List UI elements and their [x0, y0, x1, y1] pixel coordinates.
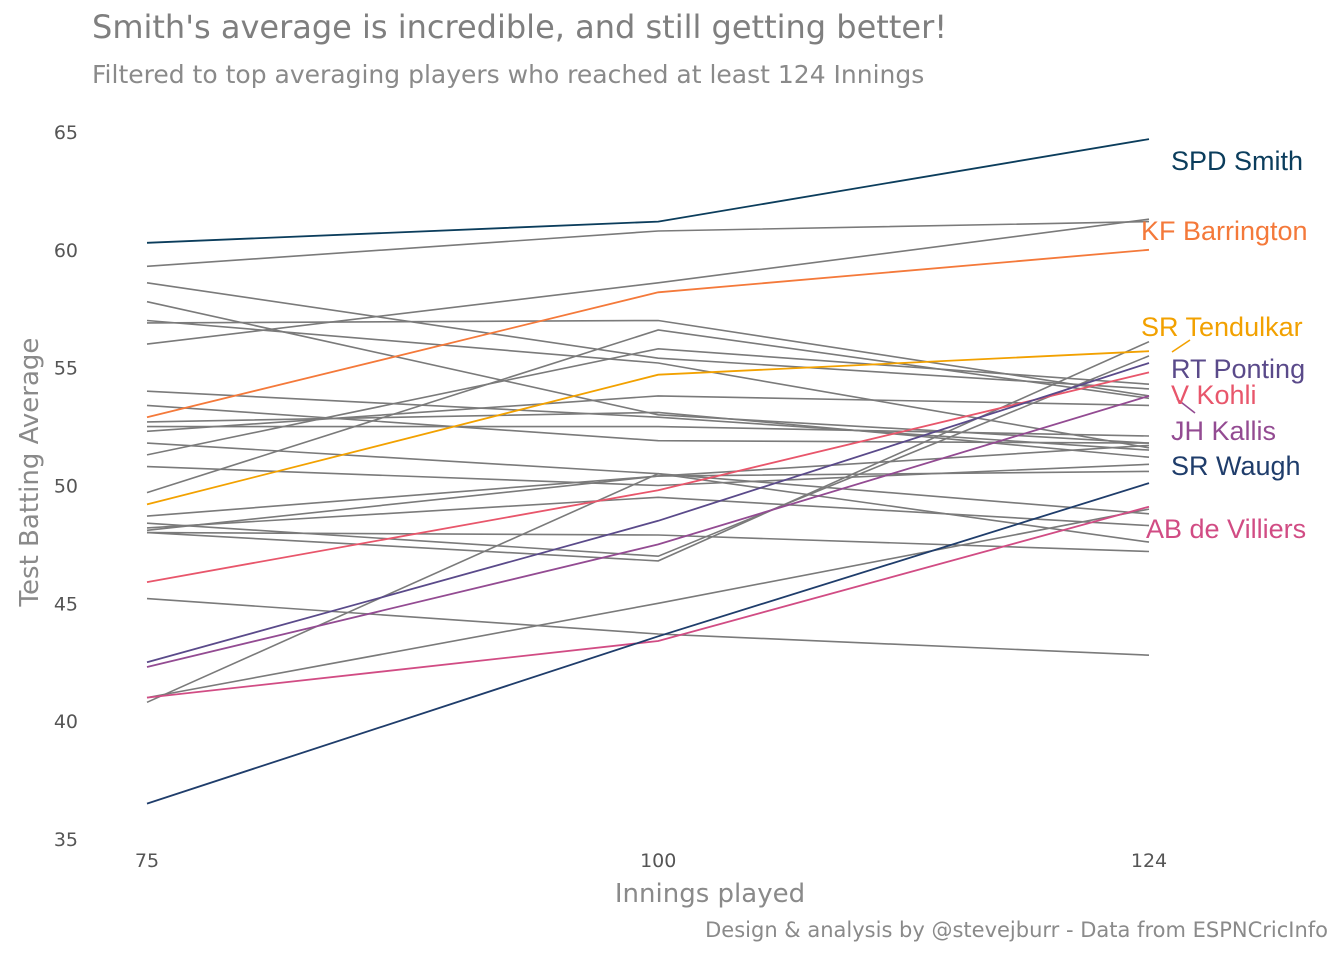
kf-barrington-line: [146, 248, 1150, 419]
jh-kallis-line: [146, 395, 1150, 668]
x-tick-label-75: 75: [135, 850, 159, 872]
spd-smith-line: [146, 138, 1150, 244]
sr-waugh-label: SR Waugh: [1171, 451, 1301, 481]
sr-waugh-line: [146, 482, 1150, 805]
sr-tendulkar-label: SR Tendulkar: [1141, 312, 1303, 342]
y-tick-label-40: 40: [54, 711, 78, 733]
y-tick-label-55: 55: [54, 358, 78, 380]
kf-barrington-label: KF Barrington: [1141, 216, 1308, 246]
y-tick-label-60: 60: [54, 240, 78, 262]
rt-ponting-line: [146, 362, 1150, 664]
other-player-line-6: [146, 218, 1150, 345]
jh-kallis-label: JH Kallis: [1171, 416, 1276, 446]
other-player-line-14: [146, 463, 1150, 487]
other-player-line-24: [146, 472, 1150, 704]
rt-ponting-label: RT Ponting: [1171, 354, 1305, 384]
spd-smith-label: SPD Smith: [1171, 146, 1303, 176]
y-tick-label-65: 65: [54, 122, 78, 144]
other-player-line-5: [146, 319, 1150, 449]
other-player-line-10: [147, 425, 1150, 437]
ab-de-villiers-line: [146, 505, 1150, 699]
y-axis-ticks: 35 40 45 50 55 60 65: [54, 122, 78, 851]
other-player-line-17: [146, 355, 1150, 558]
other-player-line-22: [146, 597, 1150, 656]
tendulkar-leader-line: [1171, 339, 1191, 353]
other-player-line-20: [146, 444, 1150, 532]
other-player-line-1: [146, 220, 1150, 268]
other-series-group: [146, 218, 1150, 704]
sr-tendulkar-line: [146, 350, 1150, 506]
other-player-line-18: [146, 496, 1150, 529]
highlight-series-group: [146, 138, 1150, 805]
y-tick-label-45: 45: [54, 593, 78, 615]
other-player-line-21: [146, 531, 1150, 553]
v-kohli-line: [146, 371, 1150, 583]
ab-de-villiers-label: AB de Villiers: [1146, 514, 1306, 544]
other-player-line-13: [146, 347, 1150, 456]
y-axis-title: Test Batting Average: [15, 338, 45, 608]
x-tick-label-124: 124: [1131, 850, 1167, 872]
x-axis-title: Innings played: [615, 879, 805, 909]
v-kohli-label: V Kohli: [1171, 380, 1257, 410]
chart-caption: Design & analysis by @stevejburr - Data …: [705, 918, 1328, 942]
other-player-line-23: [146, 508, 1150, 699]
chart-subtitle: Filtered to top averaging players who re…: [92, 60, 925, 89]
y-tick-label-35: 35: [54, 829, 78, 851]
other-player-line-15: [146, 329, 1150, 494]
other-player-line-4: [146, 319, 1150, 397]
kallis-leader-line: [1176, 398, 1196, 414]
x-tick-label-100: 100: [640, 850, 676, 872]
other-player-line-2: [146, 282, 1150, 390]
label-leader-lines: [1171, 339, 1196, 414]
chart-title: Smith's average is incredible, and still…: [92, 8, 948, 46]
other-player-line-7: [146, 390, 1150, 451]
y-tick-label-50: 50: [54, 476, 78, 498]
x-axis-ticks: 75 100 124: [135, 850, 1167, 872]
series-labels: SPD Smith KF Barrington SR Tendulkar RT Pon…: [1141, 146, 1308, 544]
